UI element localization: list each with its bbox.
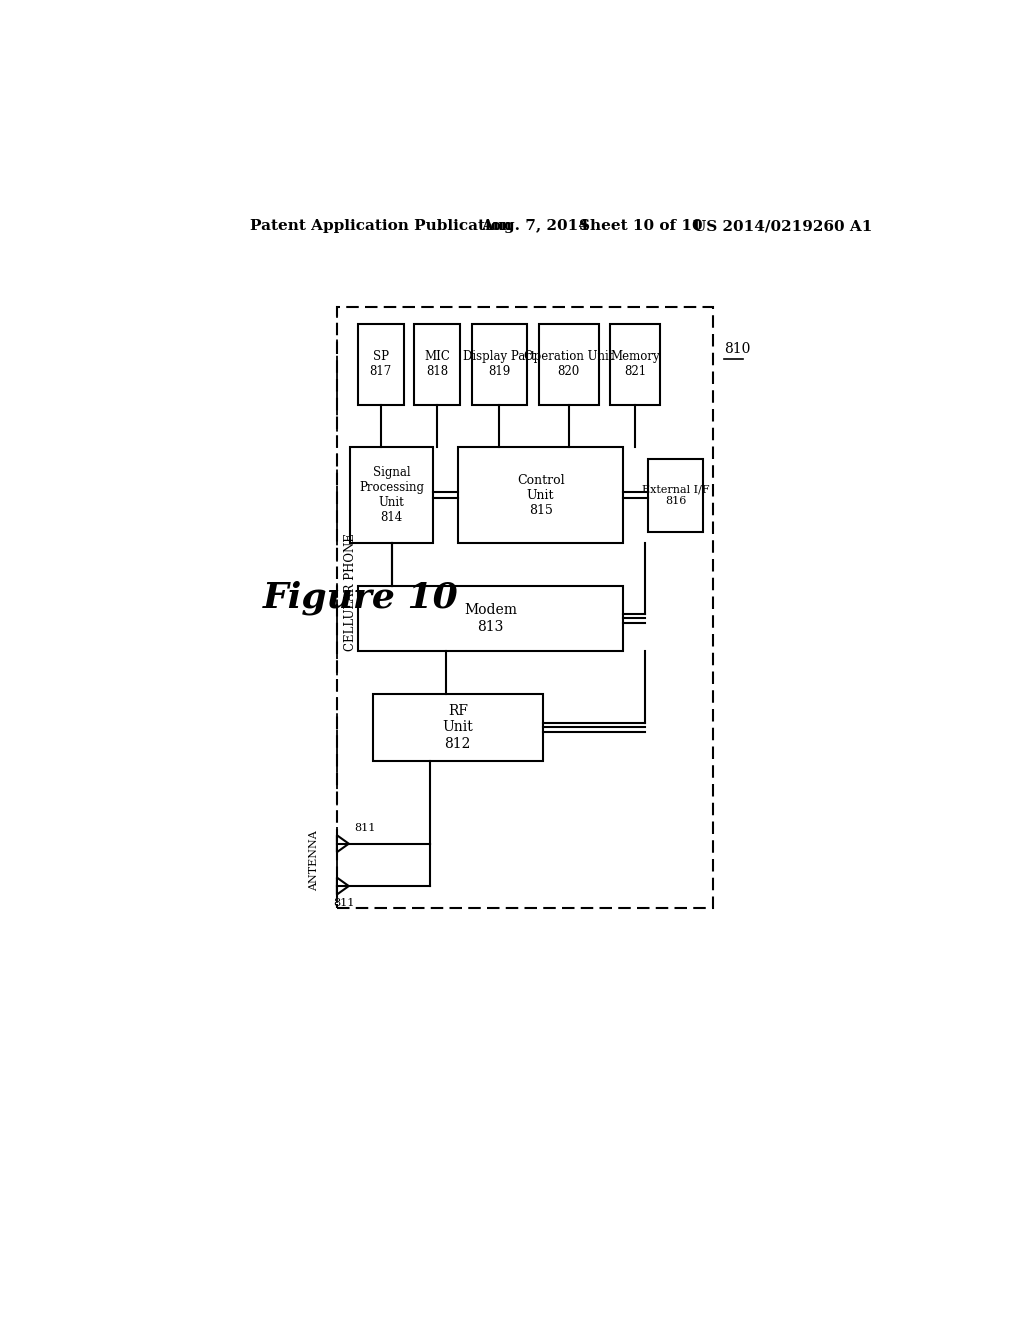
Text: External I/F
816: External I/F 816 xyxy=(642,484,710,506)
Bar xyxy=(357,323,403,405)
Text: 811: 811 xyxy=(354,824,375,833)
Text: CELLULAR PHONE: CELLULAR PHONE xyxy=(344,533,357,651)
Text: Display Part
819: Display Part 819 xyxy=(463,350,536,379)
Bar xyxy=(357,586,624,651)
Text: SP
817: SP 817 xyxy=(370,350,392,379)
Text: Aug. 7, 2014: Aug. 7, 2014 xyxy=(481,219,589,234)
Text: US 2014/0219260 A1: US 2014/0219260 A1 xyxy=(692,219,872,234)
Text: RF
Unit
812: RF Unit 812 xyxy=(442,705,473,751)
Text: Figure 10: Figure 10 xyxy=(263,579,459,615)
Bar xyxy=(337,308,713,908)
Text: ANTENNA: ANTENNA xyxy=(309,830,318,891)
Text: Control
Unit
815: Control Unit 815 xyxy=(517,474,564,516)
Text: Modem
813: Modem 813 xyxy=(464,603,517,634)
Bar xyxy=(539,323,599,405)
Text: Operation Unit
820: Operation Unit 820 xyxy=(524,350,613,379)
Bar xyxy=(414,323,460,405)
Text: 811: 811 xyxy=(333,898,354,908)
Bar xyxy=(610,323,660,405)
Bar xyxy=(648,459,703,532)
Text: 810: 810 xyxy=(724,342,751,356)
Bar xyxy=(458,447,624,544)
Bar xyxy=(350,447,433,544)
Text: Patent Application Publication: Patent Application Publication xyxy=(250,219,512,234)
Text: Memory
821: Memory 821 xyxy=(610,350,660,379)
Text: Signal
Processing
Unit
814: Signal Processing Unit 814 xyxy=(359,466,424,524)
Text: MIC
818: MIC 818 xyxy=(424,350,450,379)
Bar xyxy=(373,693,543,762)
Text: Sheet 10 of 10: Sheet 10 of 10 xyxy=(579,219,702,234)
Bar xyxy=(472,323,527,405)
